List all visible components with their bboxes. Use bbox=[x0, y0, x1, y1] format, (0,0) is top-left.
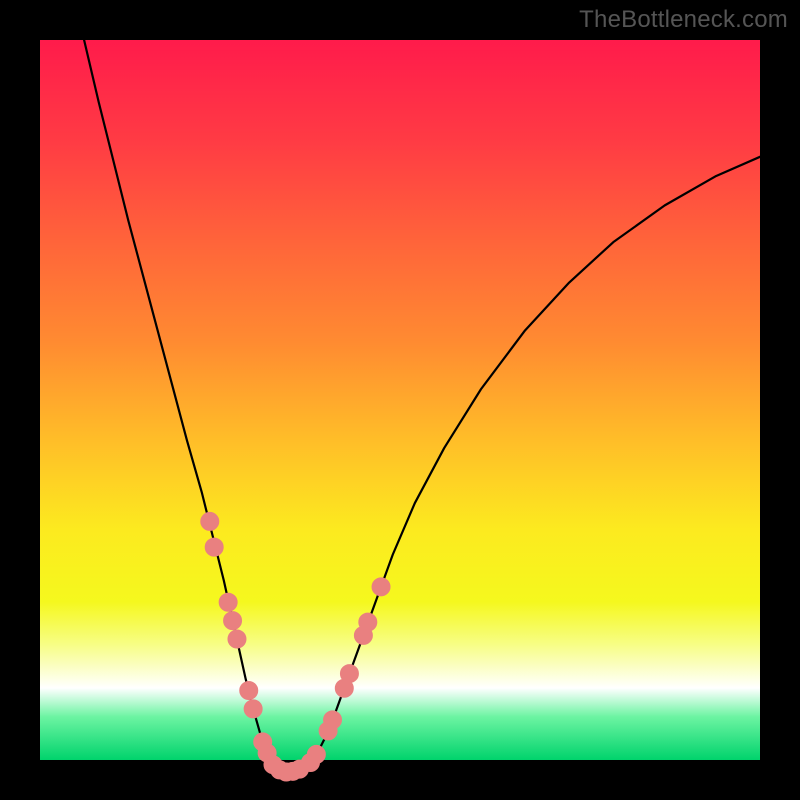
scatter-dot bbox=[307, 745, 325, 763]
watermark-text: TheBottleneck.com bbox=[579, 6, 788, 34]
scatter-dots bbox=[201, 512, 390, 781]
scatter-dot bbox=[359, 613, 377, 631]
scatter-dot bbox=[244, 700, 262, 718]
scatter-dot bbox=[228, 630, 246, 648]
v-curve bbox=[84, 40, 775, 772]
scatter-dot bbox=[372, 578, 390, 596]
chart-canvas: TheBottleneck.com bbox=[0, 0, 800, 800]
scatter-dot bbox=[290, 760, 308, 778]
scatter-dot bbox=[201, 512, 219, 530]
scatter-dot bbox=[224, 612, 242, 630]
scatter-dot bbox=[219, 593, 237, 611]
plot-layer bbox=[0, 0, 800, 800]
scatter-dot bbox=[324, 711, 342, 729]
scatter-dot bbox=[340, 665, 358, 683]
scatter-dot bbox=[205, 538, 223, 556]
scatter-dot bbox=[240, 681, 258, 699]
